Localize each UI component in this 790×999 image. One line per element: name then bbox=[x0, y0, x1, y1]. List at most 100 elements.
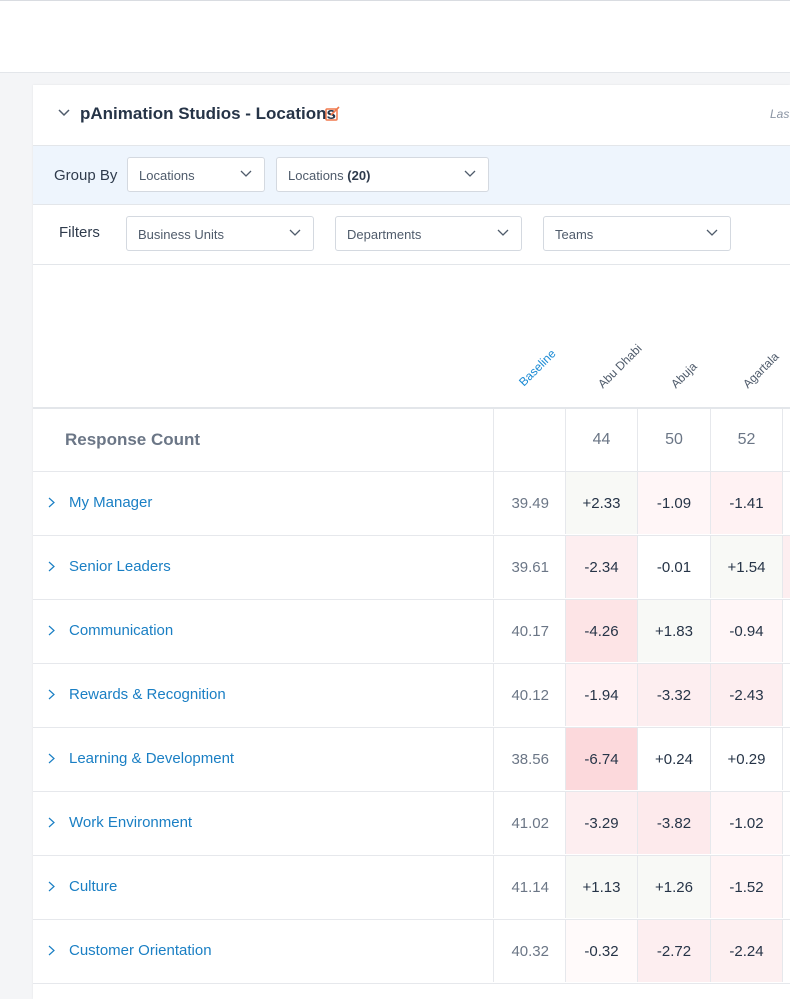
chevron-right-icon[interactable] bbox=[48, 753, 55, 764]
table-cell-overflow bbox=[782, 856, 790, 918]
column-header-location-1[interactable]: Abu Dhabi bbox=[595, 341, 645, 391]
baseline-cell: 40.12 bbox=[493, 664, 565, 726]
teams-select-value: Teams bbox=[555, 227, 594, 242]
table-cell-overflow bbox=[782, 920, 790, 982]
score-cell: -2.34 bbox=[565, 536, 637, 598]
score-cell: -1.41 bbox=[710, 472, 782, 534]
filters-label: Filters bbox=[59, 224, 100, 241]
score-cell: -1.02 bbox=[710, 792, 782, 854]
score-cell: +1.26 bbox=[637, 856, 710, 918]
group-by-select[interactable]: Locations bbox=[127, 157, 265, 192]
column-header-location-2[interactable]: Abuja bbox=[668, 359, 700, 391]
table-row[interactable]: Rewards & Recognition 40.12 -1.94 -3.32 … bbox=[33, 663, 790, 726]
table-row[interactable]: Customer Orientation 40.32 -0.32 -2.72 -… bbox=[33, 919, 790, 982]
baseline-cell: 41.14 bbox=[493, 856, 565, 918]
locations-count: (20) bbox=[347, 168, 371, 183]
table-cell-overflow bbox=[782, 472, 790, 534]
page-title: pAnimation Studios - Locations bbox=[80, 104, 336, 123]
column-header-baseline[interactable]: Baseline bbox=[516, 346, 559, 389]
response-count-cell: 44 bbox=[565, 409, 637, 471]
row-label[interactable]: Culture bbox=[69, 878, 118, 895]
last-updated-label: Last bbox=[770, 107, 790, 121]
chevron-down-icon bbox=[464, 170, 476, 177]
card-header: pAnimation Studios - Locations Last bbox=[33, 85, 790, 146]
teams-select[interactable]: Teams bbox=[543, 216, 731, 251]
row-label[interactable]: My Manager bbox=[69, 494, 153, 511]
response-count-baseline-cell bbox=[493, 409, 565, 471]
chevron-down-icon[interactable] bbox=[58, 109, 70, 117]
score-cell: -2.24 bbox=[710, 920, 782, 982]
row-label[interactable]: Rewards & Recognition bbox=[69, 686, 226, 703]
column-header-location-3[interactable]: Agartala bbox=[740, 349, 782, 391]
score-cell: -1.52 bbox=[710, 856, 782, 918]
locations-select-text: Locations bbox=[288, 168, 344, 183]
row-label[interactable]: Communication bbox=[69, 622, 174, 639]
score-cell: -4.26 bbox=[565, 600, 637, 662]
score-cell: +2.33 bbox=[565, 472, 637, 534]
score-cell: -0.01 bbox=[637, 536, 710, 598]
score-cell: -0.94 bbox=[710, 600, 782, 662]
response-count-row: Response Count 44 50 52 bbox=[33, 407, 790, 471]
baseline-cell: 40.17 bbox=[493, 600, 565, 662]
score-cell: -2.43 bbox=[710, 664, 782, 726]
locations-card: pAnimation Studios - Locations Last Grou… bbox=[33, 85, 790, 999]
table-row[interactable]: Learning & Development 38.56 -6.74 +0.24… bbox=[33, 727, 790, 790]
group-by-label: Group By bbox=[54, 167, 118, 184]
chevron-right-icon[interactable] bbox=[48, 625, 55, 636]
table-cell-overflow bbox=[782, 728, 790, 790]
chevron-right-icon[interactable] bbox=[48, 945, 55, 956]
chevron-right-icon[interactable] bbox=[48, 497, 55, 508]
departments-select-value: Departments bbox=[347, 227, 422, 242]
table-row[interactable]: Senior Leaders 39.61 -2.34 -0.01 +1.54 bbox=[33, 535, 790, 598]
score-cell: -1.09 bbox=[637, 472, 710, 534]
locations-select-value: Locations (20) bbox=[288, 168, 370, 183]
response-count-label: Response Count bbox=[65, 430, 201, 449]
score-cell: +0.29 bbox=[710, 728, 782, 790]
score-cell: -0.32 bbox=[565, 920, 637, 982]
edit-icon[interactable] bbox=[325, 106, 341, 122]
table-cell-overflow bbox=[782, 409, 790, 471]
table-cell-overflow bbox=[782, 536, 790, 598]
group-by-select-value: Locations bbox=[139, 168, 195, 183]
baseline-cell: 39.61 bbox=[493, 536, 565, 598]
departments-select[interactable]: Departments bbox=[335, 216, 522, 251]
score-cell: +1.83 bbox=[637, 600, 710, 662]
top-bar bbox=[0, 0, 790, 73]
chevron-down-icon bbox=[289, 229, 301, 236]
row-label[interactable]: Learning & Development bbox=[69, 750, 235, 767]
group-by-row: Group By Locations Locations (20) bbox=[33, 146, 790, 205]
table-row[interactable]: Communication 40.17 -4.26 +1.83 -0.94 bbox=[33, 599, 790, 662]
baseline-cell: 41.02 bbox=[493, 792, 565, 854]
table-row bbox=[33, 983, 790, 999]
locations-select[interactable]: Locations (20) bbox=[276, 157, 489, 192]
table-cell-overflow bbox=[782, 664, 790, 726]
baseline-cell: 38.56 bbox=[493, 728, 565, 790]
baseline-cell: 40.32 bbox=[493, 920, 565, 982]
response-count-cell: 50 bbox=[637, 409, 710, 471]
table-row[interactable]: Work Environment 41.02 -3.29 -3.82 -1.02 bbox=[33, 791, 790, 854]
row-label[interactable]: Work Environment bbox=[69, 814, 193, 831]
response-count-cell: 52 bbox=[710, 409, 782, 471]
chevron-right-icon[interactable] bbox=[48, 817, 55, 828]
score-cell: -3.32 bbox=[637, 664, 710, 726]
score-cell: -3.82 bbox=[637, 792, 710, 854]
chevron-down-icon bbox=[497, 229, 509, 236]
business-units-select[interactable]: Business Units bbox=[126, 216, 314, 251]
score-cell: -3.29 bbox=[565, 792, 637, 854]
chevron-right-icon[interactable] bbox=[48, 881, 55, 892]
score-cell: -6.74 bbox=[565, 728, 637, 790]
chevron-right-icon[interactable] bbox=[48, 561, 55, 572]
filters-row: Filters Business Units Departments Teams bbox=[33, 205, 790, 265]
row-label[interactable]: Senior Leaders bbox=[69, 558, 171, 575]
score-cell: +0.24 bbox=[637, 728, 710, 790]
score-cell: -1.94 bbox=[565, 664, 637, 726]
table-row[interactable]: My Manager 39.49 +2.33 -1.09 -1.41 bbox=[33, 471, 790, 534]
score-cell: +1.13 bbox=[565, 856, 637, 918]
score-cell: -2.72 bbox=[637, 920, 710, 982]
score-cell: +1.54 bbox=[710, 536, 782, 598]
row-label[interactable]: Customer Orientation bbox=[69, 942, 212, 959]
table-row[interactable]: Culture 41.14 +1.13 +1.26 -1.52 bbox=[33, 855, 790, 918]
business-units-select-value: Business Units bbox=[138, 227, 224, 242]
chevron-right-icon[interactable] bbox=[48, 689, 55, 700]
chevron-down-icon bbox=[240, 170, 252, 177]
